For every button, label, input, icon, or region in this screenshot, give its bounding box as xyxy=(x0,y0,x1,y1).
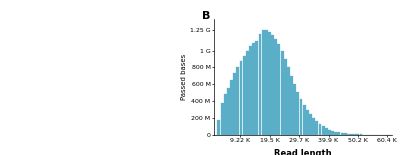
Bar xyxy=(309,114,312,135)
Bar xyxy=(271,35,274,135)
Y-axis label: Passed bases: Passed bases xyxy=(181,54,187,100)
Bar xyxy=(296,92,299,135)
Bar xyxy=(318,124,322,135)
Bar xyxy=(284,59,287,135)
Bar xyxy=(252,43,255,135)
Bar xyxy=(287,67,290,135)
Bar xyxy=(224,94,227,135)
Bar xyxy=(221,103,224,135)
Bar xyxy=(338,133,340,135)
Bar xyxy=(334,132,337,135)
Bar xyxy=(233,73,236,135)
Bar xyxy=(240,61,242,135)
Bar xyxy=(218,120,220,135)
Bar xyxy=(255,40,258,135)
Bar xyxy=(325,128,328,135)
Bar xyxy=(227,88,230,135)
Bar xyxy=(246,51,249,135)
Bar xyxy=(265,30,268,135)
Bar xyxy=(341,133,344,135)
Bar xyxy=(350,134,353,135)
Bar xyxy=(315,121,318,135)
Bar xyxy=(249,46,252,135)
Bar xyxy=(328,130,331,135)
Bar xyxy=(353,134,356,135)
Bar xyxy=(300,99,302,135)
Bar xyxy=(303,104,306,135)
Bar xyxy=(312,118,315,135)
Bar xyxy=(356,134,359,135)
X-axis label: Read length: Read length xyxy=(274,149,332,155)
Text: B: B xyxy=(202,11,210,21)
Bar xyxy=(243,56,246,135)
Bar xyxy=(344,133,347,135)
Bar xyxy=(262,30,264,135)
Bar xyxy=(281,51,284,135)
Bar xyxy=(293,84,296,135)
Bar xyxy=(236,67,239,135)
Bar xyxy=(290,76,293,135)
Bar xyxy=(274,39,277,135)
Bar xyxy=(331,131,334,135)
Bar xyxy=(347,134,350,135)
Bar xyxy=(322,126,324,135)
Bar xyxy=(360,134,362,135)
Bar xyxy=(306,110,309,135)
Bar xyxy=(268,32,271,135)
Bar xyxy=(278,44,280,135)
Bar xyxy=(230,80,233,135)
Bar xyxy=(258,34,262,135)
